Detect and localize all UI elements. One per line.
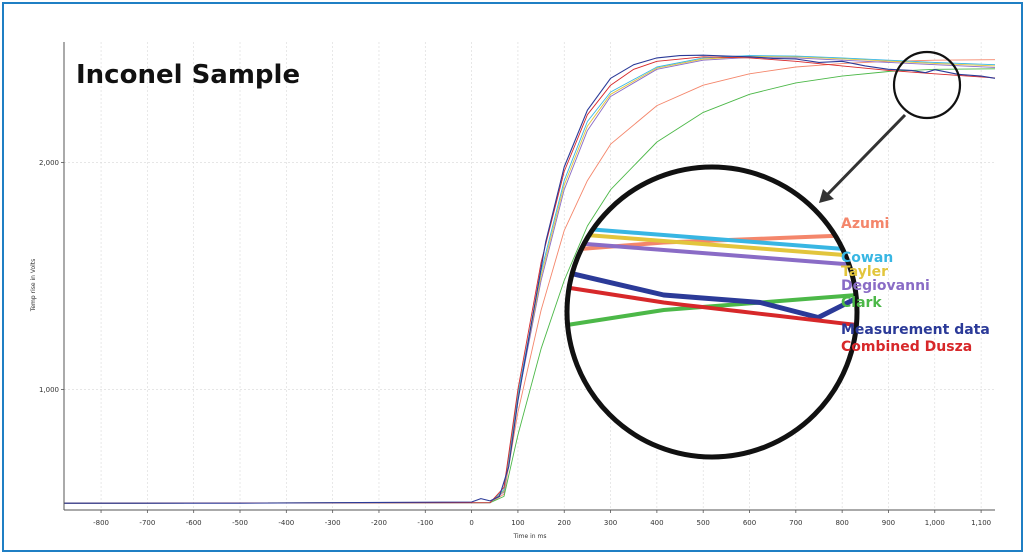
x-tick-label: 900: [882, 519, 895, 527]
x-axis-label: Time in ms: [513, 533, 547, 540]
x-tick-label: -300: [325, 519, 341, 527]
series-line-combined-dusza: [63, 56, 996, 504]
x-tick-label: -400: [278, 519, 294, 527]
x-tick-label: 700: [789, 519, 802, 527]
series-line-cowan: [63, 55, 996, 504]
x-tick-label: -700: [139, 519, 155, 527]
y-tick-label: 1,000: [39, 386, 59, 394]
inset-border-circle: [564, 164, 860, 460]
x-tick-label: -600: [186, 519, 202, 527]
x-tick-label: 400: [650, 519, 663, 527]
x-tick-label: -500: [232, 519, 248, 527]
axes: [63, 42, 995, 511]
zoom-source-circle: [892, 50, 962, 120]
series-layer: [63, 54, 996, 504]
series-line-measurement-data: [64, 54, 996, 504]
y-tick-label: 2,000: [39, 159, 59, 167]
x-tick-label: -800: [93, 519, 109, 527]
zoom-arrow-head: [819, 189, 834, 203]
legend-label-clark: Clark: [841, 295, 882, 311]
x-tick-label: 1,000: [925, 519, 945, 527]
legend-label-tayler: Tayler: [841, 264, 888, 280]
legend-label-azumi: Azumi: [841, 216, 889, 232]
zoom-callout: [819, 50, 962, 203]
legend-label-cowan: Cowan: [841, 250, 893, 266]
x-tick-label: 800: [835, 519, 848, 527]
x-tick-label: 300: [604, 519, 617, 527]
y-axis-label: Temp rise in Volts: [30, 259, 37, 313]
inset-line-measurement-data: [569, 240, 855, 331]
tick-labels: -800 -700 -600 -500 -400 -300 -200 -100 0 100 200 3…: [39, 159, 991, 527]
x-tick-label: 500: [697, 519, 710, 527]
x-tick-label: 0: [469, 519, 473, 527]
inset-line-combined-dusza: [569, 276, 855, 334]
legend-label-measurement-data: Measurement data: [841, 322, 990, 338]
x-tick-label: 200: [558, 519, 571, 527]
x-tick-label: -100: [417, 519, 433, 527]
zoom-arrow-shaft: [824, 113, 907, 198]
x-tick-label: 600: [743, 519, 756, 527]
legend-label-degiovanni: Degiovanni: [841, 278, 930, 294]
x-tick-label: -200: [371, 519, 387, 527]
chart-title: Inconel Sample: [76, 60, 300, 90]
series-line-clark: [63, 68, 996, 504]
x-tick-label: 1,100: [971, 519, 991, 527]
legend-label-combined-dusza: Combined Dusza: [841, 339, 972, 355]
x-tick-label: 100: [511, 519, 524, 527]
